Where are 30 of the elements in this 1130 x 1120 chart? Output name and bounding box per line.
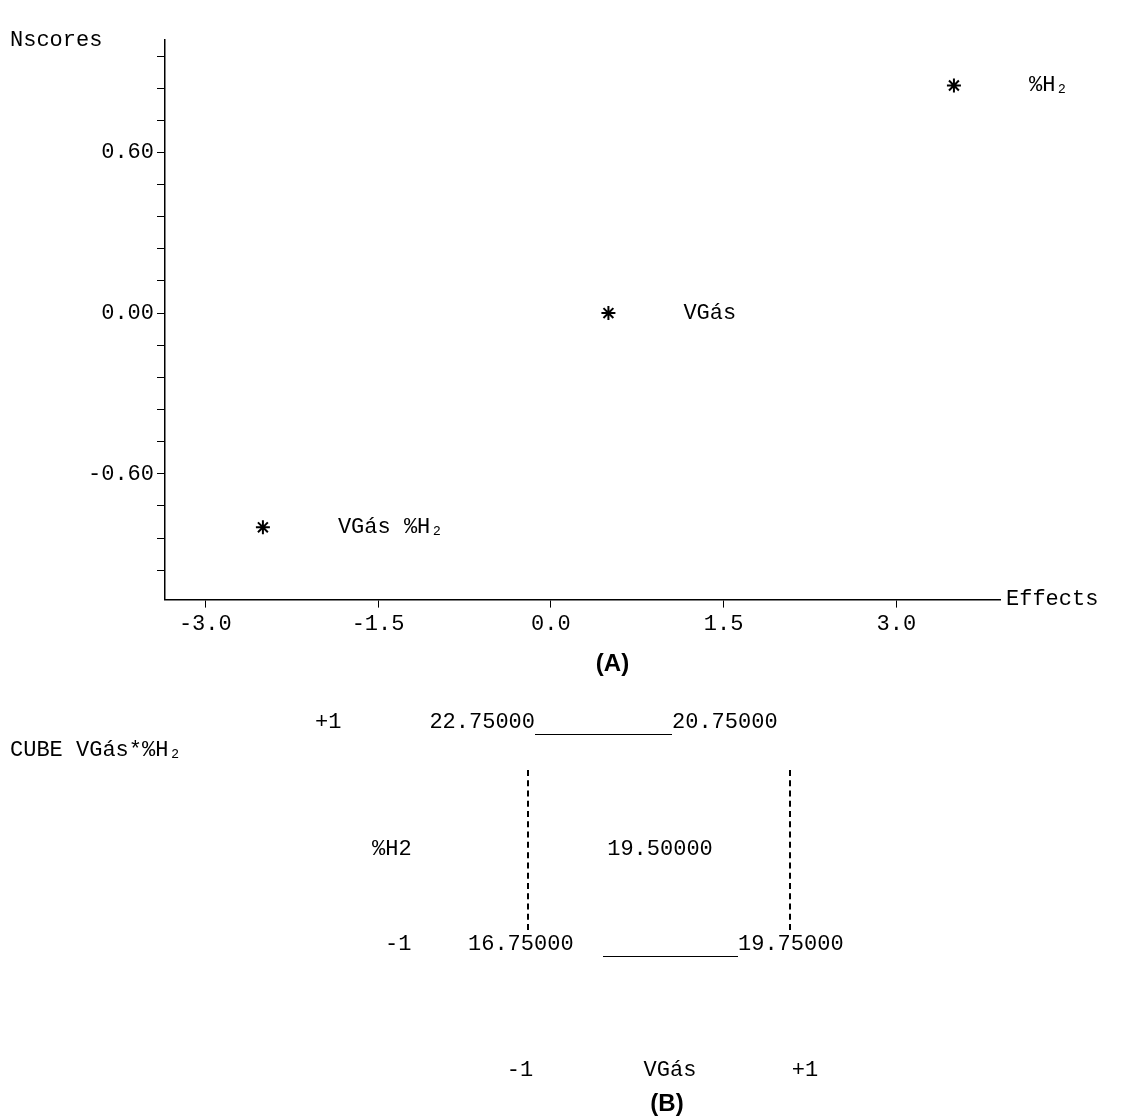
text: 20.75000 xyxy=(672,710,778,735)
x-tick-label: -3.0 xyxy=(178,611,232,637)
text: %H₂ xyxy=(1028,73,1069,99)
category-label: -1 xyxy=(506,1058,534,1083)
point xyxy=(254,519,271,536)
y-tick-label: 0.60 xyxy=(101,140,155,166)
text: (A) xyxy=(595,649,630,677)
x-tick-label: 0.0 xyxy=(531,611,571,637)
text: 16.75000 xyxy=(468,932,574,957)
category-label: +1 xyxy=(315,710,342,736)
text: VGás %H₂ xyxy=(337,515,444,541)
point xyxy=(945,77,962,94)
text: CUBE VGás*%H₂ xyxy=(10,738,182,764)
text: %H2 xyxy=(372,837,412,863)
text: (B) xyxy=(650,1089,684,1116)
x-axis-title: Effects xyxy=(1006,587,1099,613)
y-tick-label: -0.60 xyxy=(88,461,155,487)
text: 22.75000 xyxy=(429,710,535,735)
text: 19.75000 xyxy=(738,932,844,957)
x-tick-label: -1.5 xyxy=(351,611,405,637)
y-tick-label: 0.00 xyxy=(101,300,155,326)
point xyxy=(600,305,617,322)
x-tick-label: 1.5 xyxy=(703,611,744,637)
x-tick-label: 3.0 xyxy=(876,611,917,637)
text: VGás xyxy=(683,300,737,326)
category-label: +1 xyxy=(791,1058,819,1083)
category-label: -1 xyxy=(385,932,412,958)
text: VGás xyxy=(643,1058,697,1084)
y-axis-title: Nscores xyxy=(10,27,103,53)
text: 19.50000 xyxy=(607,837,713,863)
